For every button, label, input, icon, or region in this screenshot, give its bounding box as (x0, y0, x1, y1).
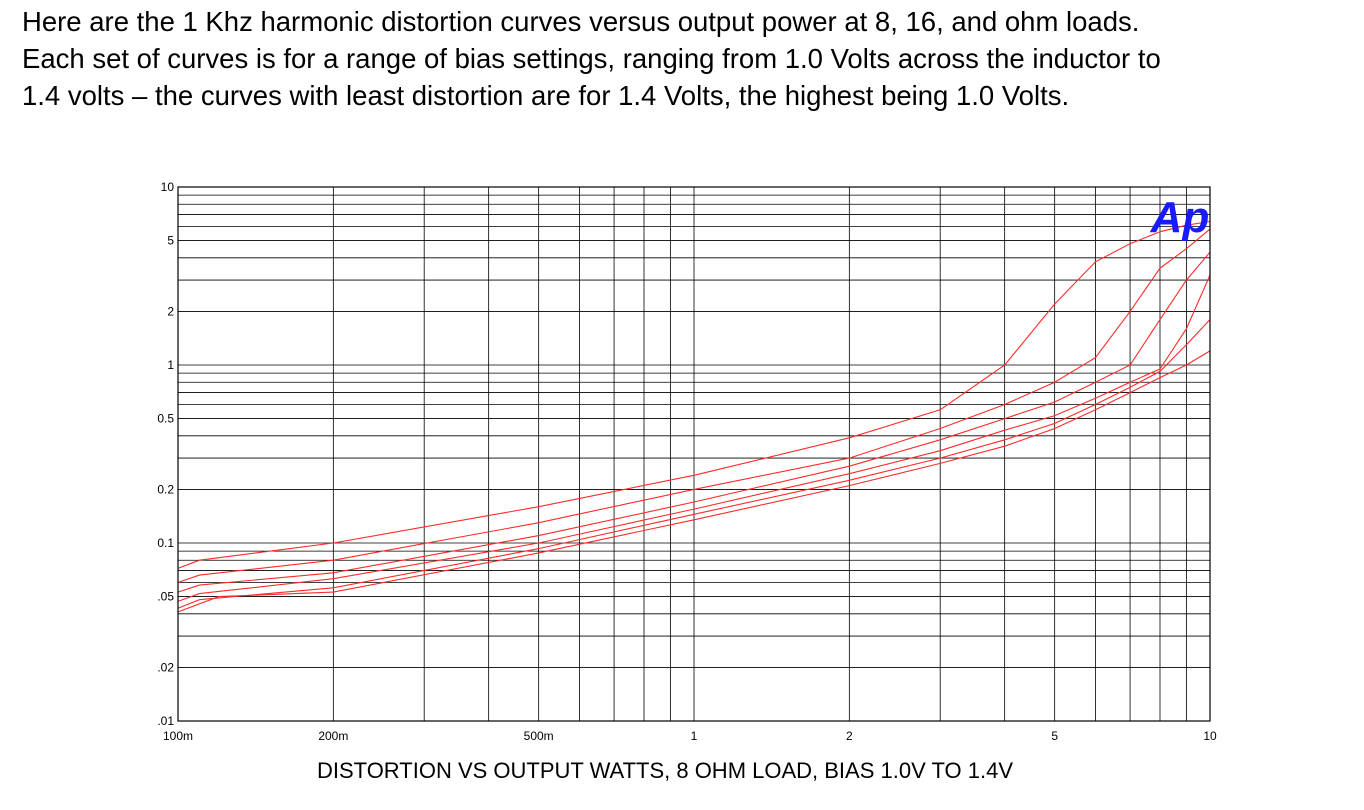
minor-grid (178, 187, 1210, 721)
y-tick-label: 0.1 (157, 536, 174, 550)
distortion-curve-2 (177, 228, 1211, 584)
y-tick-label: 5 (167, 234, 174, 248)
distortion-curve-5 (177, 319, 1211, 609)
intro-line-1: Here are the 1 Khz harmonic distortion c… (22, 6, 1140, 37)
plot-frame (177, 186, 1211, 722)
ap-logo: Ap (1150, 193, 1210, 242)
distortion-curve-4 (177, 274, 1211, 602)
x-tick-label: 1 (691, 729, 698, 743)
distortion-curve-3 (177, 251, 1211, 593)
y-axis-labels: 10 5 2 1 0.5 0.2 0.1 .05 .02 .01 (157, 180, 174, 728)
y-tick-label: .01 (157, 714, 174, 728)
x-tick-label: 5 (1051, 729, 1058, 743)
intro-line-2: Each set of curves is for a range of bia… (22, 43, 1161, 74)
distortion-curves (177, 220, 1211, 613)
intro-text: Here are the 1 Khz harmonic distortion c… (22, 3, 1362, 114)
y-tick-label: 2 (167, 304, 174, 318)
x-tick-label: 200m (318, 729, 348, 743)
chart-title: DISTORTION VS OUTPUT WATTS, 8 OHM LOAD, … (316, 758, 1014, 783)
y-tick-label: .02 (157, 660, 174, 674)
y-tick-label: 0.2 (157, 482, 174, 496)
y-tick-label: .05 (157, 590, 174, 604)
y-tick-label: 10 (161, 180, 175, 194)
x-tick-label: 10 (1203, 729, 1217, 743)
distortion-curve-1 (177, 220, 1211, 569)
x-axis-labels: 100m 200m 500m 1 2 5 10 (163, 729, 1217, 743)
x-tick-label: 500m (524, 729, 554, 743)
intro-line-3: 1.4 volts – the curves with least distor… (22, 80, 1070, 111)
x-tick-label: 2 (846, 729, 853, 743)
y-tick-label: 1 (167, 358, 174, 372)
y-tick-label: 0.5 (157, 412, 174, 426)
x-tick-label: 100m (163, 729, 193, 743)
distortion-curve-6 (177, 350, 1211, 613)
